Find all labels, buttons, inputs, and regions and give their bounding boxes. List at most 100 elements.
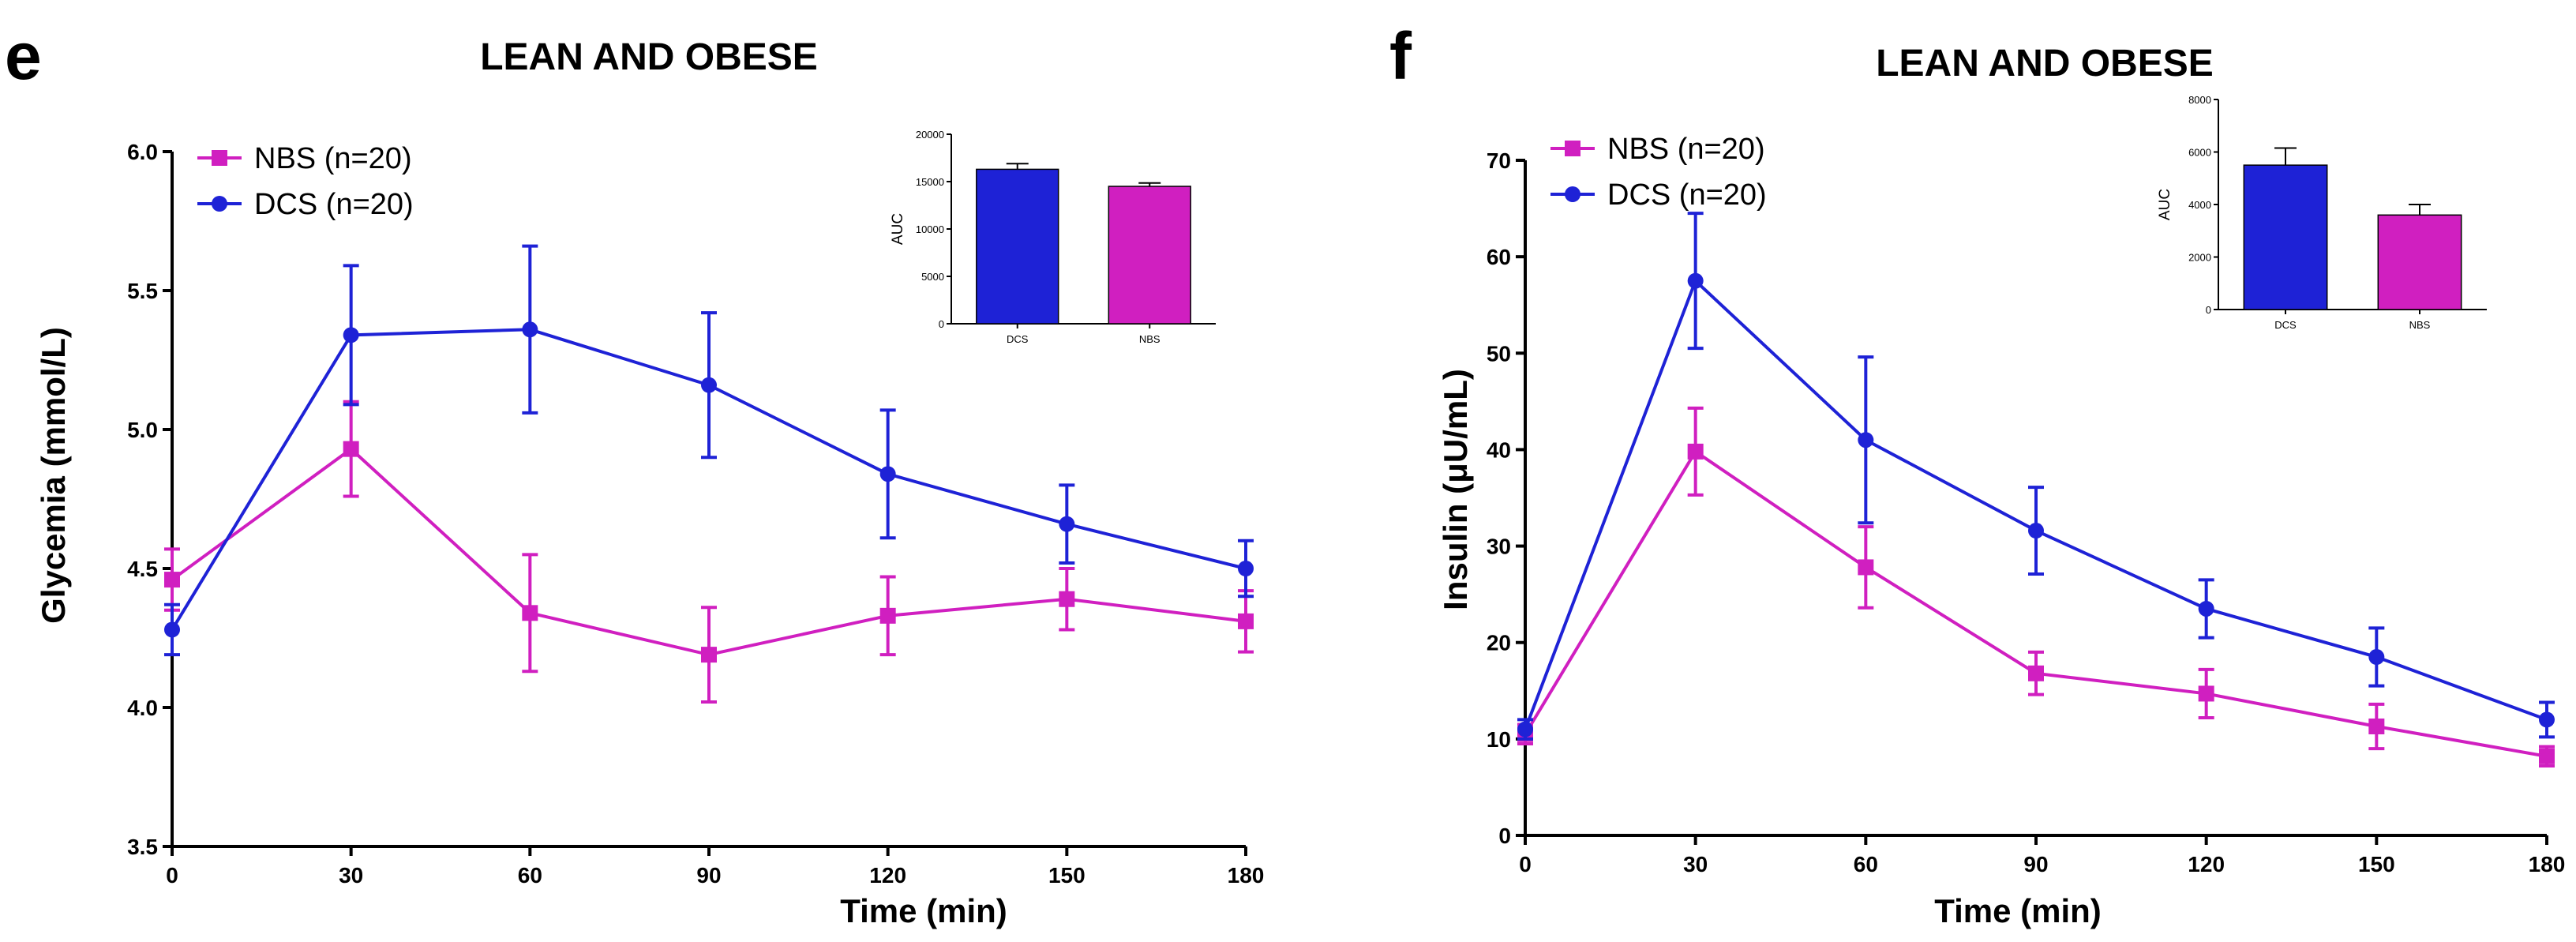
inset-x-tick-label-f: DCS <box>2274 319 2297 331</box>
inset-y-tick-label-e: 10000 <box>916 223 944 235</box>
inset-y-axis-label-e: AUC <box>890 213 906 245</box>
inset-x-tick-label-f: NBS <box>2409 319 2431 331</box>
y-tick-label-f: 60 <box>1487 245 1511 269</box>
legend-f: NBS (n=20) DCS (n=20) <box>1550 133 1767 212</box>
x-tick-label-e: 30 <box>339 863 363 888</box>
series-layer-f <box>1517 212 2555 768</box>
inset-x-tick-label-e: NBS <box>1139 333 1161 345</box>
y-tick-label-e: 4.5 <box>127 557 158 581</box>
y-axis-label-e: Glycemia (mmol/L) <box>35 327 72 624</box>
data-point-nbs-e <box>1238 613 1254 629</box>
legend-label-nbs-f: NBS (n=20) <box>1607 133 1765 166</box>
inset-y-tick-label-f: 4000 <box>2188 199 2211 211</box>
data-point-nbs-f <box>1858 559 1874 576</box>
data-point-dcs-e <box>164 621 180 638</box>
data-point-dcs-e <box>701 377 717 393</box>
y-tick-label-e: 5.0 <box>127 418 158 442</box>
legend-item-nbs-e: NBS (n=20) <box>197 142 412 175</box>
data-point-nbs-f <box>2028 665 2044 681</box>
axes-f: 0 10 20 30 40 50 60 70 0 30 60 90 120 150 180 <box>1487 148 2566 876</box>
data-point-nbs-f <box>1687 443 1704 460</box>
chart-title-e: LEAN AND OBESE <box>480 36 818 78</box>
x-tick-label-f: 30 <box>1683 852 1708 876</box>
panel-label-e: e <box>5 19 42 93</box>
data-point-nbs-e <box>701 647 717 663</box>
chart-title-f: LEAN AND OBESE <box>1876 43 2214 84</box>
inset-y-tick-label-e: 20000 <box>916 129 944 141</box>
panel-label-f: f <box>1389 19 1412 93</box>
y-tick-label-f: 20 <box>1487 631 1511 655</box>
y-tick-label-e: 4.0 <box>127 696 158 720</box>
data-point-dcs-e <box>343 327 359 343</box>
data-point-dcs-f <box>1858 432 1874 448</box>
data-point-nbs-f <box>2368 718 2385 734</box>
data-point-dcs-f <box>2198 600 2214 617</box>
inset-x-tick-label-e: DCS <box>1007 333 1029 345</box>
axes-e: 3.5 4.0 4.5 5.0 5.5 6.0 0 30 60 90 120 150 180 <box>127 140 1264 888</box>
panel-f: f LEAN AND OBESE Time (min) Insulin (μU/… <box>1389 19 2565 929</box>
x-tick-label-e: 90 <box>696 863 721 888</box>
x-tick-label-e: 150 <box>1048 863 1086 888</box>
data-point-dcs-f <box>1687 272 1704 289</box>
legend-marker-dcs-e <box>212 196 227 212</box>
x-tick-label-f: 150 <box>2358 852 2395 876</box>
y-tick-label-f: 10 <box>1487 727 1511 752</box>
legend-item-dcs-e: DCS (n=20) <box>197 188 414 221</box>
y-axis-label-f: Insulin (μU/mL) <box>1437 369 1474 610</box>
series-nbs-e <box>164 400 1254 704</box>
x-tick-label-f: 120 <box>2188 852 2225 876</box>
x-tick-label-f: 0 <box>1519 852 1532 876</box>
legend-marker-dcs-f <box>1565 186 1580 202</box>
x-tick-label-e: 0 <box>166 863 178 888</box>
data-point-nbs-e <box>343 441 359 457</box>
legend-label-nbs-e: NBS (n=20) <box>254 142 412 175</box>
data-point-dcs-f <box>2028 523 2044 539</box>
data-point-dcs-e <box>1059 516 1075 532</box>
legend-label-dcs-e: DCS (n=20) <box>254 188 414 221</box>
inset-y-tick-label-e: 5000 <box>921 271 944 283</box>
y-tick-label-f: 30 <box>1487 535 1511 559</box>
x-tick-label-e: 60 <box>518 863 542 888</box>
series-dcs-e <box>164 244 1254 657</box>
panel-e: e LEAN AND OBESE Time (min) Glycemia (mm… <box>5 19 1264 929</box>
inset-y-tick-label-e: 0 <box>939 318 944 330</box>
inset-bar-chart-f: 0 2000 4000 6000 8000 AUC DCS NBS <box>2157 94 2487 331</box>
y-tick-label-f: 70 <box>1487 148 1511 173</box>
data-point-nbs-f <box>2539 748 2555 764</box>
y-tick-label-e: 3.5 <box>127 835 158 859</box>
inset-bar-nbs-e <box>1108 186 1191 325</box>
inset-y-axis-label-f: AUC <box>2157 189 2173 220</box>
data-point-nbs-e <box>164 572 180 588</box>
y-tick-label-e: 6.0 <box>127 140 158 164</box>
x-tick-label-e: 180 <box>1228 863 1265 888</box>
series-nbs-f <box>1517 406 2555 768</box>
legend-marker-nbs-e <box>212 150 227 166</box>
data-point-dcs-f <box>2539 711 2555 728</box>
data-point-nbs-e <box>522 605 538 621</box>
series-layer-e <box>164 244 1254 704</box>
inset-bar-dcs-f <box>2243 164 2328 310</box>
series-dcs-f <box>1517 212 2555 741</box>
data-point-nbs-f <box>2198 685 2214 702</box>
data-point-dcs-f <box>1517 721 1533 737</box>
data-point-nbs-e <box>879 607 896 624</box>
inset-bar-nbs-f <box>2377 214 2462 310</box>
y-tick-label-f: 50 <box>1487 341 1511 366</box>
inset-bar-chart-e: 0 5000 10000 15000 20000 AUC DCS NBS <box>890 129 1216 345</box>
y-tick-label-e: 5.5 <box>127 279 158 303</box>
x-tick-label-f: 60 <box>1854 852 1878 876</box>
inset-y-tick-label-e: 15000 <box>916 176 944 188</box>
data-point-dcs-e <box>1238 561 1254 576</box>
legend-item-dcs-f: DCS (n=20) <box>1550 178 1767 212</box>
legend-label-dcs-f: DCS (n=20) <box>1607 178 1767 212</box>
inset-bar-dcs-e <box>976 168 1059 325</box>
y-tick-label-f: 0 <box>1498 824 1511 848</box>
y-tick-label-f: 40 <box>1487 437 1511 462</box>
data-point-dcs-e <box>522 321 538 338</box>
x-tick-label-e: 120 <box>869 863 906 888</box>
x-tick-label-f: 90 <box>2023 852 2048 876</box>
x-axis-label-e: Time (min) <box>840 892 1007 929</box>
data-point-dcs-f <box>2368 649 2385 666</box>
data-point-dcs-e <box>879 466 896 482</box>
